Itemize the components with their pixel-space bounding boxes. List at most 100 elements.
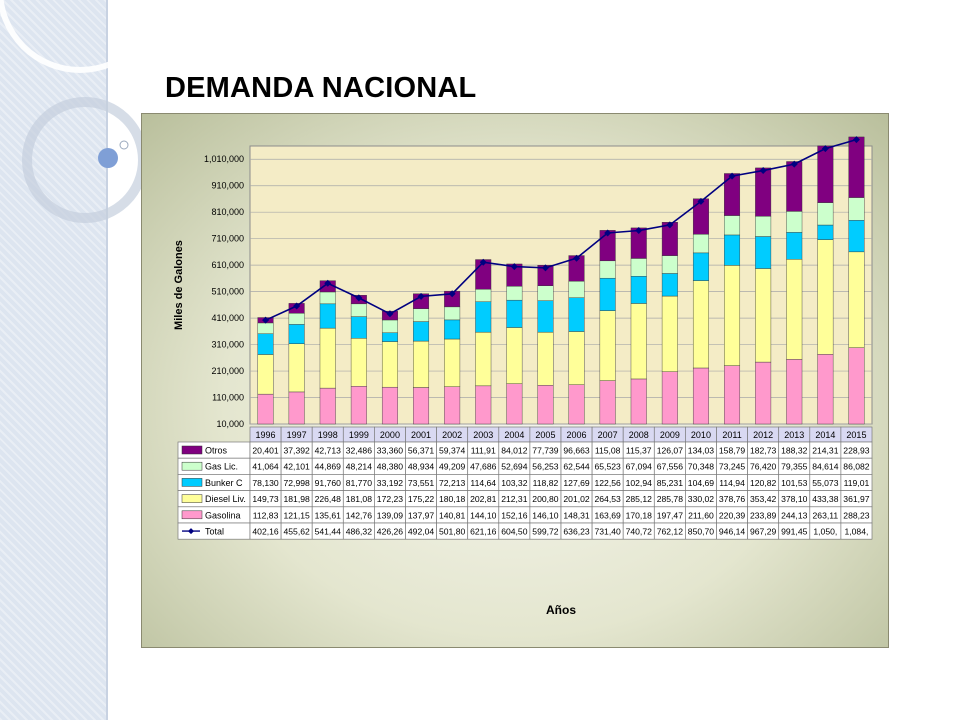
y-tick-label: 10,000 xyxy=(216,419,244,429)
table-value: 181,08 xyxy=(346,494,373,504)
table-value: 33,360 xyxy=(377,446,404,456)
table-value: 72,213 xyxy=(439,478,466,488)
total-marker xyxy=(293,302,301,310)
bar-segment xyxy=(257,354,274,395)
bar-segment xyxy=(413,308,430,322)
deco-ring-large xyxy=(0,0,163,73)
y-tick-label: 410,000 xyxy=(211,313,244,323)
table-value: 285,12 xyxy=(626,494,653,504)
table-value: 433,38 xyxy=(812,494,839,504)
bar-segment xyxy=(692,367,709,425)
bar-segment xyxy=(475,288,492,302)
bar-segment xyxy=(475,385,492,425)
bar-segment xyxy=(506,299,523,328)
table-value: 212,31 xyxy=(501,494,528,504)
total-marker xyxy=(697,197,705,205)
y-tick-label: 610,000 xyxy=(211,260,244,270)
table-value: 501,80 xyxy=(439,527,466,537)
bar-segment xyxy=(444,386,461,425)
table-value: 91,760 xyxy=(315,478,342,488)
table-value: 731,40 xyxy=(595,527,622,537)
table-value: 85,231 xyxy=(657,478,684,488)
table-value: 41,064 xyxy=(252,462,279,472)
category-label: 1997 xyxy=(287,430,307,440)
bar-segment xyxy=(381,332,398,342)
bar-segment xyxy=(350,303,367,317)
table-value: 84,614 xyxy=(812,462,839,472)
table-value: 103,32 xyxy=(501,478,528,488)
bar-segment xyxy=(755,268,772,363)
table-value: 850,70 xyxy=(688,527,715,537)
bar-segment xyxy=(537,300,554,333)
table-value: 182,73 xyxy=(750,446,777,456)
table-value: 52,694 xyxy=(501,462,528,472)
table-value: 226,48 xyxy=(315,494,342,504)
legend-label: Diesel Liv. xyxy=(205,494,246,504)
table-value: 32,486 xyxy=(346,446,373,456)
table-value: 122,56 xyxy=(595,478,622,488)
table-value: 73,551 xyxy=(408,478,435,488)
legend-swatch xyxy=(181,461,203,471)
table-value: 56,253 xyxy=(532,462,559,472)
table-value: 33,192 xyxy=(377,478,404,488)
table-value: 111,91 xyxy=(471,446,496,456)
category-label: 2004 xyxy=(504,430,524,440)
table-value: 56,371 xyxy=(408,446,435,456)
total-line xyxy=(265,138,857,321)
table-value: 146,10 xyxy=(532,510,559,520)
bar-segment xyxy=(630,258,647,277)
bar-segment xyxy=(350,386,367,425)
table-cell xyxy=(840,522,873,540)
bar-segment xyxy=(568,280,585,298)
table-value: 118,82 xyxy=(533,478,559,488)
table-value: 67,094 xyxy=(626,462,653,472)
bar-segment xyxy=(661,371,678,425)
table-value: 37,392 xyxy=(284,446,311,456)
slide-title: DEMANDA NACIONAL xyxy=(165,72,477,104)
table-value: 152,16 xyxy=(501,510,528,520)
table-value: 65,523 xyxy=(595,462,622,472)
table-value: 115,37 xyxy=(626,446,652,456)
bar-segment xyxy=(599,277,616,311)
category-label: 2000 xyxy=(380,430,400,440)
bar-segment xyxy=(755,236,772,269)
bar-segment xyxy=(444,306,461,321)
total-marker xyxy=(635,227,643,235)
table-value: 172,23 xyxy=(377,494,404,504)
legend-swatch xyxy=(181,494,203,503)
bar-segment xyxy=(444,319,461,340)
bar-segment xyxy=(350,316,367,339)
y-tick-label: 310,000 xyxy=(211,340,244,350)
total-marker xyxy=(852,136,860,144)
bar-segment xyxy=(755,361,772,425)
table-value: 201,02 xyxy=(563,494,590,504)
table-value: 455,62 xyxy=(284,527,311,537)
bar-segment xyxy=(444,338,461,387)
table-value: 20,401 xyxy=(252,446,279,456)
table-value: 55,073 xyxy=(812,478,839,488)
table-value: 120,82 xyxy=(750,478,777,488)
table-value: 285,78 xyxy=(657,494,684,504)
table-value: 353,42 xyxy=(750,494,777,504)
bar-segment xyxy=(568,297,585,332)
y-tick-label: 1,010,000 xyxy=(204,154,244,164)
table-value: 126,07 xyxy=(657,446,684,456)
bar-segment xyxy=(661,255,678,274)
table-value: 378,76 xyxy=(719,494,746,504)
table-value: 86,082 xyxy=(843,462,870,472)
category-label: 1998 xyxy=(318,430,338,440)
bar-segment xyxy=(506,327,523,384)
bar-segment xyxy=(599,310,616,381)
y-tick-label: 910,000 xyxy=(211,181,244,191)
bar-segment xyxy=(506,383,523,425)
table-value: 220,39 xyxy=(719,510,746,520)
table-value: 72,998 xyxy=(284,478,311,488)
table-value: 84,012 xyxy=(501,446,528,456)
x-axis-label: Años xyxy=(546,603,576,617)
total-marker xyxy=(541,264,549,272)
bar-segment xyxy=(848,251,865,348)
category-label: 2009 xyxy=(660,430,680,440)
table-value: 202,81 xyxy=(470,494,497,504)
category-label: 1999 xyxy=(349,430,369,440)
demand-chart: 1,010,000 910,000 810,000 710,000 610,000 510… xyxy=(173,136,873,617)
